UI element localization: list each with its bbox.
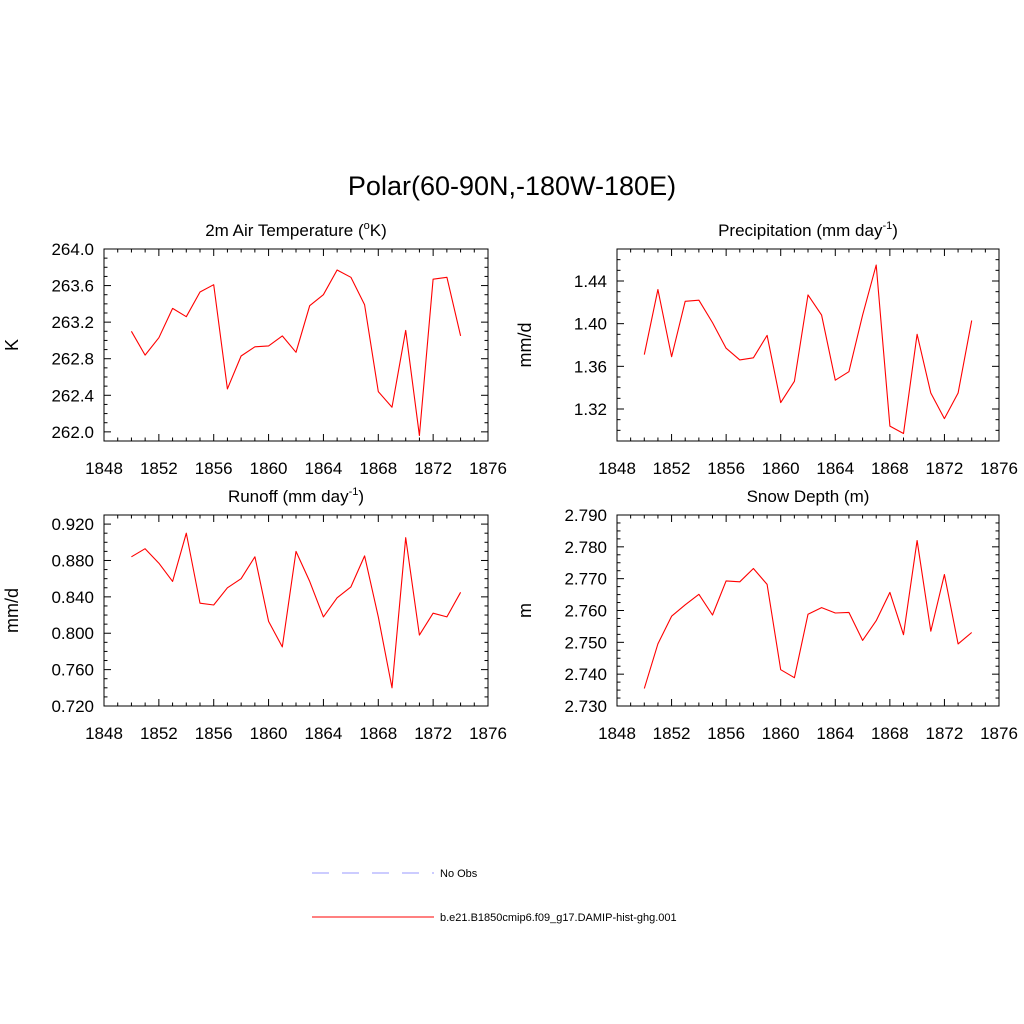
x-tick-label: 1872 <box>414 724 452 743</box>
legend: No Obs b.e21.B1850cmip6.f09_g17.DAMIP-his… <box>312 868 677 924</box>
plot-frame <box>616 514 1000 707</box>
y-tick-label: 2.790 <box>564 506 607 525</box>
y-tick-label: 2.770 <box>564 570 607 589</box>
panel-title: Precipitation (mm day-1) <box>718 220 898 240</box>
y-tick-label: 1.36 <box>574 357 607 376</box>
panel-title: 2m Air Temperature (oK) <box>205 220 387 240</box>
x-tick-label: 1876 <box>469 459 507 478</box>
x-tick-label: 1848 <box>85 459 123 478</box>
x-tick-label: 1876 <box>980 724 1018 743</box>
x-tick-label: 1856 <box>195 724 233 743</box>
y-tick-label: 1.32 <box>574 400 607 419</box>
x-tick-label: 1864 <box>816 724 854 743</box>
y-tick-label: 0.760 <box>51 661 94 680</box>
y-axis-label: mm/d <box>2 588 22 633</box>
x-tick-label: 1868 <box>871 459 909 478</box>
series-line <box>643 539 973 689</box>
plot-frame <box>103 514 489 707</box>
x-tick-label: 1852 <box>653 724 691 743</box>
y-tick-label: 262.4 <box>51 386 94 405</box>
x-tick-label: 1860 <box>250 459 288 478</box>
y-tick-label: 0.800 <box>51 624 94 643</box>
y-tick-label: 263.2 <box>51 313 94 332</box>
x-tick-label: 1856 <box>707 459 745 478</box>
panel-title: Runoff (mm day-1) <box>228 486 364 506</box>
x-tick-label: 1852 <box>140 459 178 478</box>
y-axis-label: mm/d <box>515 323 535 368</box>
y-tick-label: 0.840 <box>51 588 94 607</box>
x-tick-label: 1872 <box>926 459 964 478</box>
x-tick-label: 1864 <box>816 459 854 478</box>
y-tick-label: 0.720 <box>51 697 94 716</box>
series-line <box>643 264 973 435</box>
x-tick-label: 1864 <box>305 459 343 478</box>
series-line <box>131 532 462 689</box>
y-tick-label: 264.0 <box>51 240 94 259</box>
x-tick-label: 1848 <box>598 459 636 478</box>
x-tick-label: 1868 <box>359 724 397 743</box>
legend-label: No Obs <box>440 868 478 880</box>
x-tick-label: 1848 <box>598 724 636 743</box>
y-tick-label: 262.0 <box>51 423 94 442</box>
panel-1: 1848 1852 1856 1860 1864 1868 1872 1876 262.0 262… <box>2 220 507 478</box>
x-tick-label: 1872 <box>926 724 964 743</box>
x-tick-label: 1872 <box>414 459 452 478</box>
x-tick-label: 1864 <box>305 724 343 743</box>
x-tick-label: 1848 <box>85 724 123 743</box>
x-tick-label: 1876 <box>980 459 1018 478</box>
panel-4: 1848 1852 1856 1860 1864 1868 1872 1876 2.730 2.7… <box>515 487 1018 743</box>
y-tick-label: 263.6 <box>51 277 94 296</box>
y-tick-label: 1.40 <box>574 315 607 334</box>
panel-3: 1848 1852 1856 1860 1864 1868 1872 1876 0.720 0.7… <box>2 486 507 743</box>
y-axis-label: m <box>515 603 535 618</box>
x-tick-label: 1856 <box>707 724 745 743</box>
plot-frame <box>103 248 489 442</box>
y-tick-label: 0.880 <box>51 551 94 570</box>
figure-title: Polar(60-90N,-180W-180E) <box>348 171 676 201</box>
y-axis-label: K <box>2 339 22 351</box>
x-tick-label: 1876 <box>469 724 507 743</box>
y-tick-label: 1.44 <box>574 272 607 291</box>
x-tick-label: 1860 <box>250 724 288 743</box>
y-tick-label: 0.920 <box>51 515 94 534</box>
series-line <box>130 269 462 437</box>
y-tick-label: 2.750 <box>564 633 607 652</box>
panel-2: 1848 1852 1856 1860 1864 1868 1872 1876 1.32 1.36… <box>515 220 1018 478</box>
x-tick-label: 1868 <box>359 459 397 478</box>
y-tick-label: 2.740 <box>564 665 607 684</box>
panels: 1848 1852 1856 1860 1864 1868 1872 1876 262.0 262… <box>2 220 1018 743</box>
x-tick-label: 1868 <box>871 724 909 743</box>
x-tick-label: 1860 <box>762 459 800 478</box>
x-tick-label: 1856 <box>195 459 233 478</box>
y-tick-label: 2.780 <box>564 538 607 557</box>
y-tick-label: 2.730 <box>564 697 607 716</box>
y-tick-label: 2.760 <box>564 602 607 621</box>
y-tick-label: 262.8 <box>51 350 94 369</box>
panel-title: Snow Depth (m) <box>747 487 870 506</box>
x-tick-label: 1852 <box>140 724 178 743</box>
x-tick-label: 1852 <box>653 459 691 478</box>
x-tick-label: 1860 <box>762 724 800 743</box>
legend-label: b.e21.B1850cmip6.f09_g17.DAMIP-hist-ghg.… <box>440 912 677 924</box>
